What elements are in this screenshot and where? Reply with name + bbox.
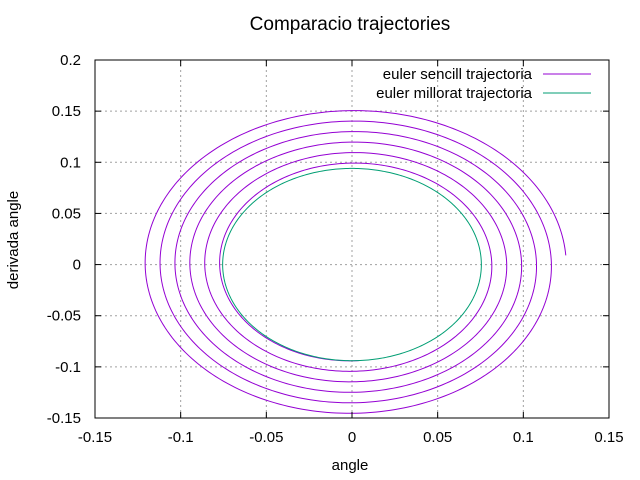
x-tick-label: 0.1	[513, 429, 534, 446]
y-axis: -0.15 -0.1 -0.05 0 0.05 0.1 0.15 0.2	[47, 52, 609, 427]
x-tick-label: -0.15	[78, 429, 112, 446]
legend: euler sencill trajectoria euler millorat …	[376, 66, 591, 102]
y-tick-label: 0.15	[52, 103, 81, 120]
plot-frame	[94, 59, 610, 419]
x-tick-label: 0.05	[423, 429, 452, 446]
y-tick-label: -0.15	[47, 410, 81, 427]
x-axis: -0.15 -0.1 -0.05 0 0.05 0.1 0.15	[78, 60, 624, 446]
y-tick-label: -0.05	[47, 308, 81, 325]
chart-title: Comparacio trajectories	[250, 14, 451, 35]
legend-label: euler millorat trajectoria	[376, 85, 533, 102]
legend-label: euler sencill trajectoria	[383, 66, 533, 83]
x-tick-label: -0.1	[168, 429, 194, 446]
x-tick-label: 0.15	[594, 429, 623, 446]
y-tick-label: 0.1	[60, 154, 81, 171]
y-tick-label: -0.1	[55, 359, 81, 376]
y-tick-label: 0	[73, 257, 81, 274]
y-tick-label: 0.05	[52, 205, 81, 222]
series-layer	[144, 110, 567, 414]
x-axis-label: angle	[332, 457, 369, 474]
series-line-euler-sencill	[144, 110, 567, 414]
y-tick-label: 0.2	[60, 52, 81, 69]
x-tick-label: -0.05	[249, 429, 283, 446]
grid	[95, 60, 609, 418]
y-axis-label: derivada angle	[5, 191, 22, 289]
x-tick-label: 0	[348, 429, 356, 446]
series-line-euler-millorat	[222, 167, 482, 362]
